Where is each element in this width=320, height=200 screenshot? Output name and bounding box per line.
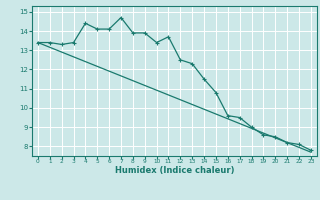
X-axis label: Humidex (Indice chaleur): Humidex (Indice chaleur) bbox=[115, 166, 234, 175]
